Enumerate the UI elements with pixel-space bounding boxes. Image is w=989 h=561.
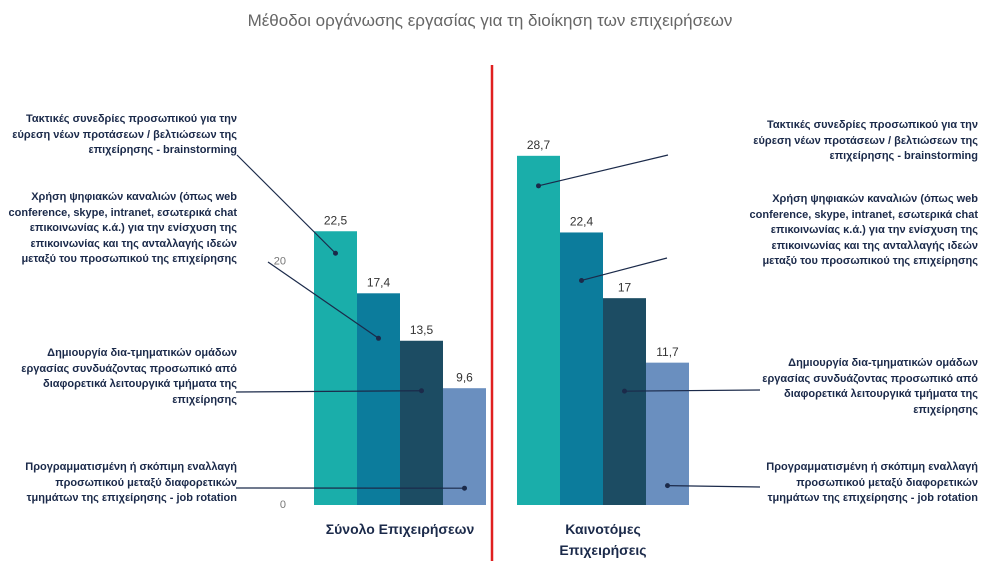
leader-dot <box>579 277 584 283</box>
leader-line <box>235 390 422 393</box>
leader-line <box>267 261 379 339</box>
bar <box>646 362 689 505</box>
bar <box>314 231 357 505</box>
value-label: 13,5 <box>410 323 434 337</box>
leader-dot <box>622 388 627 394</box>
annotation: Προγραμματισμένη ή σκόπιμη εναλλαγή προσ… <box>766 461 978 505</box>
value-label: 28,7 <box>527 138 551 152</box>
value-label: 11,7 <box>656 345 679 359</box>
annotation: Χρήση ψηφιακών καναλιών (όπως web confer… <box>749 193 978 268</box>
chart-title: Μέθοδοι οργάνωσης εργασίας για τη διοίκη… <box>247 11 733 30</box>
bar <box>560 232 603 505</box>
leader-dot <box>419 388 424 394</box>
leader-dot <box>665 483 670 489</box>
bar <box>517 155 560 506</box>
annotation: Τακτικές συνεδρίες προσωπικού για την εύ… <box>12 113 237 157</box>
value-label: 17 <box>618 280 632 294</box>
leader-line <box>538 154 669 187</box>
leader-line <box>581 257 668 282</box>
bar <box>603 298 646 505</box>
annotation: Δημιουργία δια-τμηματικών ομάδων εργασία… <box>762 357 978 416</box>
bar <box>357 293 400 505</box>
value-label: 22,4 <box>570 215 594 229</box>
x-tick-label: Σύνολο Επιχειρήσεων <box>325 521 475 537</box>
annotation: Δημιουργία δια-τμηματικών ομάδων εργασία… <box>21 347 237 406</box>
value-label: 22,5 <box>324 213 348 227</box>
leader-line <box>624 389 761 392</box>
x-tick-label: Καινοτόμες Επιχειρήσεις <box>559 521 647 558</box>
leader-dot <box>536 183 541 189</box>
value-label: 9,6 <box>456 370 473 384</box>
value-label: 17,4 <box>367 275 391 289</box>
leader-line <box>236 154 336 254</box>
bar <box>400 340 443 505</box>
y-tick-label: 20 <box>274 256 286 268</box>
leader-line <box>667 485 761 488</box>
annotation: Προγραμματισμένη ή σκόπιμη εναλλαγή προσ… <box>25 461 237 505</box>
leader-dot <box>462 485 467 491</box>
annotation: Χρήση ψηφιακών καναλιών (όπως web confer… <box>8 191 237 266</box>
y-tick-label: 0 <box>280 499 286 511</box>
leader-dot <box>333 250 338 256</box>
bar <box>443 388 486 505</box>
leader-dot <box>376 335 381 341</box>
annotation: Τακτικές συνεδρίες προσωπικού για την εύ… <box>753 119 978 163</box>
